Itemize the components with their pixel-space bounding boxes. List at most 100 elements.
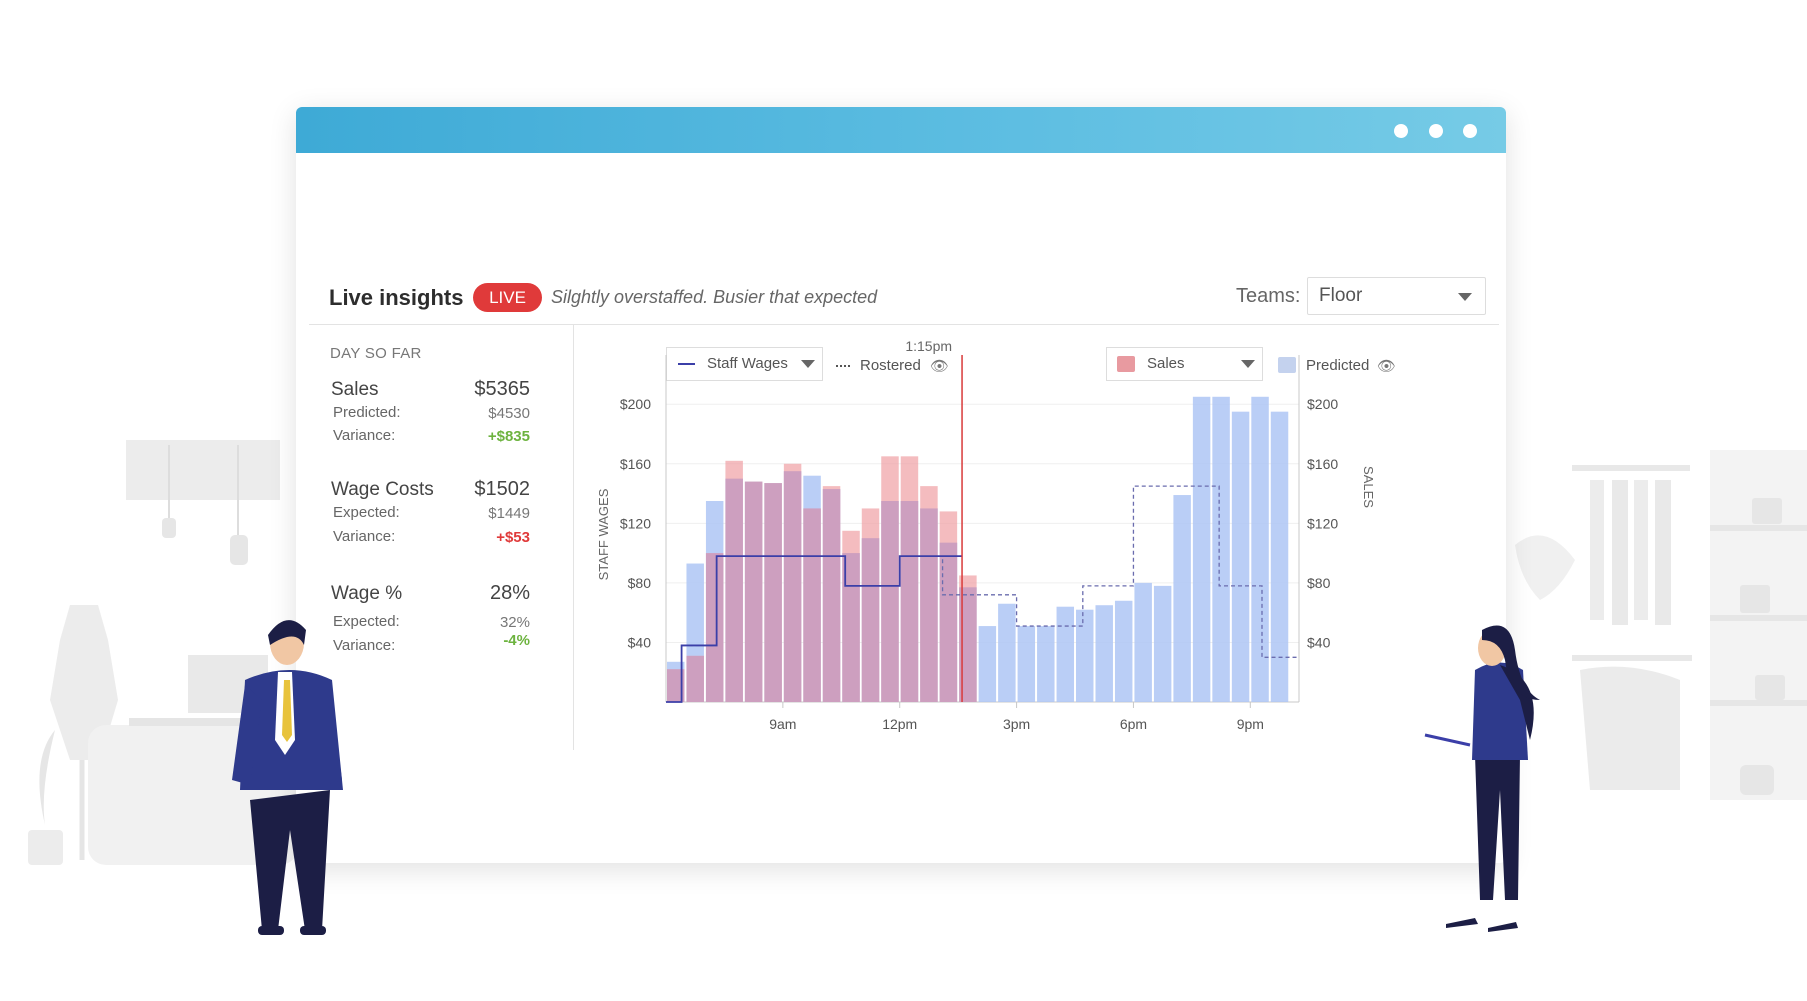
sales-variance-label: Variance: xyxy=(333,427,396,444)
overlap-bar xyxy=(744,481,763,702)
x-tick-label: 6pm xyxy=(1120,716,1147,732)
window-dot-3[interactable] xyxy=(1463,124,1477,138)
eye-slash-icon[interactable]: 👁 xyxy=(1377,358,1397,375)
overlap-bar xyxy=(667,669,685,702)
page-title: Live insights xyxy=(329,285,464,310)
rostered-label[interactable]: Rostered xyxy=(860,357,921,374)
teams-dropdown-value: Floor xyxy=(1319,285,1363,306)
predicted-bar xyxy=(978,626,997,702)
predicted-bar xyxy=(1037,626,1055,702)
staff-wages-swatch xyxy=(678,363,695,365)
y-tick-left: $40 xyxy=(628,634,652,650)
overlap-bar xyxy=(822,489,841,702)
predicted-bar xyxy=(998,603,1016,702)
title-bar xyxy=(296,107,1506,153)
y-tick-left: $120 xyxy=(620,515,651,531)
predicted-bar xyxy=(1114,600,1133,702)
predicted-bar xyxy=(1056,606,1075,702)
eye-slash-icon[interactable]: 👁 xyxy=(930,358,950,375)
overlap-bar xyxy=(842,553,860,702)
overlap-bar xyxy=(900,501,919,702)
insights-chart: 1:15pm $40 $80 $120 $160 $200 $40 $80 $120 $160 $2… xyxy=(596,338,1376,732)
staff-wages-line xyxy=(666,555,963,703)
woman-figure xyxy=(1424,625,1540,932)
sales-value: $5365 xyxy=(474,378,530,400)
overlap-bar xyxy=(686,655,704,702)
wage-pct-expected-value: 32% xyxy=(499,614,530,631)
overlap-bar xyxy=(764,483,782,702)
window-dot-1[interactable] xyxy=(1394,124,1408,138)
overlap-bar xyxy=(881,501,899,702)
wage-pct-variance-label: Variance: xyxy=(333,637,396,654)
wage-variance-label: Variance: xyxy=(333,528,396,545)
predicted-label[interactable]: Predicted xyxy=(1306,357,1370,374)
wage-percent-value: 28% xyxy=(489,582,530,604)
teams-dropdown[interactable]: Floor xyxy=(1307,277,1486,315)
y-tick-right: $40 xyxy=(1307,634,1331,650)
shelf-decoration xyxy=(126,440,280,500)
y-tick-right: $120 xyxy=(1307,515,1338,531)
panel-divider xyxy=(573,325,574,750)
header-divider xyxy=(309,324,1499,325)
wage-expected-value: $1449 xyxy=(488,505,530,522)
predicted-bar xyxy=(1173,495,1191,702)
now-label: 1:15pm xyxy=(905,338,952,354)
x-tick-label: 9pm xyxy=(1237,716,1264,732)
wage-expected-label: Expected: xyxy=(333,504,400,521)
y-tick-left: $200 xyxy=(620,396,651,412)
teams-label: Teams: xyxy=(1236,285,1301,307)
overlap-bar xyxy=(705,553,724,702)
sales-swatch xyxy=(1117,356,1135,372)
clothing-rack-decoration xyxy=(1572,465,1690,471)
sales-dropdown[interactable]: Sales xyxy=(1106,347,1263,381)
sales-label: Sales xyxy=(331,379,379,400)
wage-costs-label: Wage Costs xyxy=(331,479,434,500)
wage-costs-value: $1502 xyxy=(474,478,530,500)
predicted-swatch xyxy=(1278,357,1296,373)
day-so-far-heading: DAY SO FAR xyxy=(330,345,422,362)
overlap-bar xyxy=(783,471,802,702)
predicted-bar xyxy=(1212,396,1230,702)
predicted-bar xyxy=(1076,609,1094,702)
y-tick-right: $160 xyxy=(1307,456,1338,472)
predicted-bar xyxy=(1153,585,1172,702)
y-axis-label-right: SALES xyxy=(1361,466,1376,508)
status-message: Silghtly overstaffed. Busier that expect… xyxy=(551,287,878,307)
sales-predicted-label: Predicted: xyxy=(333,404,401,421)
staff-wages-dropdown[interactable]: Staff Wages xyxy=(666,347,823,381)
rostered-swatch xyxy=(836,365,850,369)
sales-label: Sales xyxy=(1147,355,1185,372)
y-axis-label-left: STAFF WAGES xyxy=(596,488,611,580)
live-badge: LIVE xyxy=(473,283,542,312)
staff-wages-label: Staff Wages xyxy=(707,355,788,372)
wage-percent-label: Wage % xyxy=(331,583,403,604)
overlap-bar xyxy=(725,478,743,702)
overlap-bar xyxy=(959,587,977,702)
chevron-down-icon xyxy=(1241,360,1255,368)
sales-variance-value: +$835 xyxy=(487,428,530,445)
predicted-bar xyxy=(1270,411,1289,702)
y-tick-right: $200 xyxy=(1307,396,1338,412)
predicted-bar xyxy=(1231,411,1250,702)
wage-pct-variance-value: -4% xyxy=(503,632,530,649)
x-tick-label: 3pm xyxy=(1003,716,1030,732)
y-tick-right: $80 xyxy=(1307,575,1331,591)
chevron-down-icon xyxy=(801,360,815,368)
predicted-bar xyxy=(1134,582,1152,702)
sales-predicted-value: $4530 xyxy=(488,405,530,422)
predicted-bar xyxy=(1251,396,1269,702)
overlap-bar xyxy=(861,538,880,702)
plant-decoration xyxy=(39,730,55,825)
predicted-bar xyxy=(1017,626,1036,702)
man-figure xyxy=(232,620,343,935)
window-dot-2[interactable] xyxy=(1429,124,1443,138)
predicted-bar xyxy=(1192,396,1211,702)
x-tick-label: 9am xyxy=(769,716,796,732)
y-tick-left: $160 xyxy=(620,456,651,472)
app-window: Live insights LIVE Silghtly overstaffed.… xyxy=(296,107,1506,863)
predicted-bar xyxy=(1095,605,1113,702)
x-tick-label: 12pm xyxy=(882,716,917,732)
wage-variance-value: +$53 xyxy=(496,529,530,546)
